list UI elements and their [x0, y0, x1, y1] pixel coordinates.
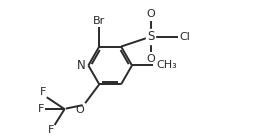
Text: Cl: Cl: [179, 32, 190, 42]
Text: O: O: [146, 9, 155, 19]
Text: O: O: [146, 54, 155, 64]
Text: O: O: [75, 105, 84, 115]
Text: F: F: [38, 104, 44, 114]
Text: N: N: [77, 59, 85, 72]
Text: F: F: [40, 87, 46, 97]
Text: F: F: [48, 125, 54, 136]
Text: Br: Br: [93, 16, 105, 26]
Text: CH₃: CH₃: [157, 60, 178, 70]
Text: S: S: [147, 30, 154, 43]
